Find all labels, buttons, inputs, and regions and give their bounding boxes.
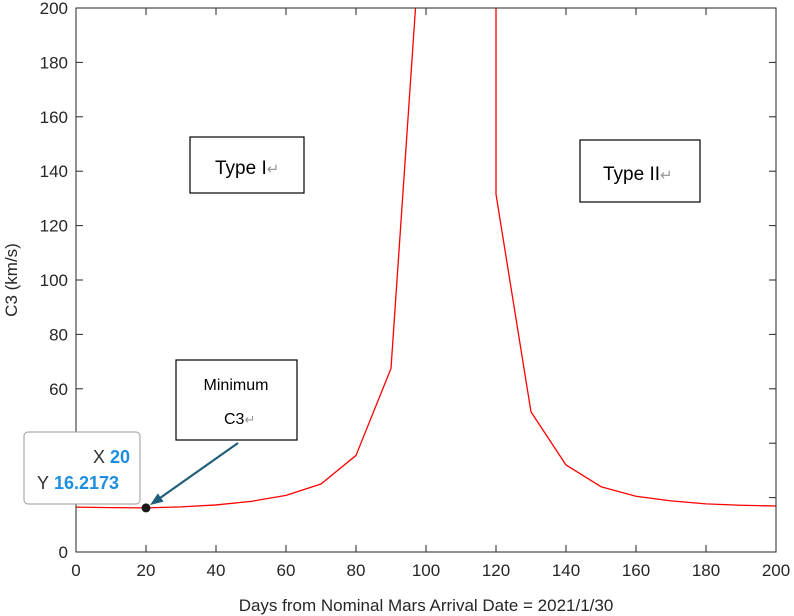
datatip-x-key: X xyxy=(93,447,105,467)
x-tick-label: 60 xyxy=(277,561,296,580)
return-symbol: ↵ xyxy=(244,413,255,428)
x-tick-label: 200 xyxy=(762,561,790,580)
svg-text:Type I↵: Type I↵ xyxy=(215,158,279,179)
type-ii-label: Type II xyxy=(603,164,660,185)
x-tick-label: 40 xyxy=(207,561,226,580)
y-tick-label: 100 xyxy=(40,271,68,290)
datatip-x-value: 20 xyxy=(110,447,130,467)
c3-line-segment xyxy=(75,7,417,509)
plot-frame xyxy=(75,7,777,553)
x-tick-label: 20 xyxy=(137,561,156,580)
minimum-label: Minimum xyxy=(204,377,269,394)
y-tick-label: 160 xyxy=(40,108,68,127)
x-tick-label: 120 xyxy=(482,561,510,580)
x-tick-label: 140 xyxy=(552,561,580,580)
datatip[interactable]: X 20 Y 16.2173 xyxy=(23,431,141,505)
x-tick-label: 180 xyxy=(692,561,720,580)
y-tick-label: 0 xyxy=(59,543,68,562)
x-axis-ticks: 0 20 40 60 80 100 120 140 160 180 200 xyxy=(71,8,790,580)
y-axis-ticks: 0 60 80 100 120 140 160 180 200 xyxy=(40,0,776,562)
x-tick-label: 0 xyxy=(71,561,80,580)
type-i-label: Type I xyxy=(215,158,267,179)
svg-text:C3↵: C3↵ xyxy=(224,411,255,428)
y-tick-label: 180 xyxy=(40,53,68,72)
c3-label: C3 xyxy=(224,411,245,428)
y-tick-label: 140 xyxy=(40,162,68,181)
y-tick-label: 80 xyxy=(49,325,68,344)
y-tick-label: 200 xyxy=(40,0,68,18)
x-axis-label: Days from Nominal Mars Arrival Date = 20… xyxy=(239,596,614,615)
y-tick-label: 60 xyxy=(49,380,68,399)
svg-text:Type II↵: Type II↵ xyxy=(603,164,673,185)
x-tick-label: 100 xyxy=(412,561,440,580)
datatip-y-key: Y xyxy=(37,473,49,493)
return-symbol: ↵ xyxy=(660,166,673,184)
type-i-annotation: Type I↵ xyxy=(189,136,305,194)
x-tick-label: 80 xyxy=(347,561,366,580)
minimum-arrowhead xyxy=(150,493,164,506)
minimum-arrow xyxy=(157,442,239,501)
type-ii-annotation: Type II↵ xyxy=(579,139,701,203)
c3-line-segment xyxy=(495,8,777,507)
return-symbol: ↵ xyxy=(267,160,280,178)
x-tick-label: 160 xyxy=(622,561,650,580)
y-tick-label: 120 xyxy=(40,217,68,236)
c3-line-series xyxy=(75,7,777,509)
y-axis-label: C3 (km/s) xyxy=(2,243,21,317)
minimum-point-marker[interactable] xyxy=(141,503,151,513)
datatip-y-value: 16.2173 xyxy=(54,473,119,493)
minimum-c3-annotation: Minimum C3↵ xyxy=(175,359,298,441)
